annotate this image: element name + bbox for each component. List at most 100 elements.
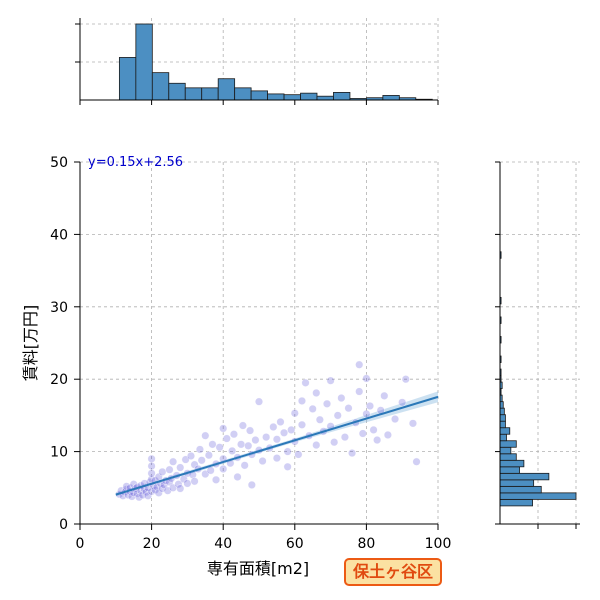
- scatter-point: [383, 430, 392, 439]
- scatter-point: [358, 429, 367, 438]
- scatter-point: [195, 445, 204, 454]
- x-hist-bar: [168, 82, 186, 101]
- scatter-point: [165, 465, 174, 474]
- y-hist-bar: [499, 479, 535, 487]
- scatter-point: [408, 419, 417, 428]
- scatter-point: [391, 415, 400, 424]
- x-axis-label: 専有面積[m2]: [207, 559, 309, 578]
- scatter-point: [294, 450, 303, 459]
- scatter-point: [147, 462, 156, 471]
- scatter-point: [158, 484, 167, 493]
- scatter-point: [186, 451, 195, 460]
- scatter-point: [251, 436, 260, 445]
- x-hist-bar: [333, 92, 351, 101]
- scatter-point: [401, 375, 410, 384]
- scatter-point: [312, 441, 321, 450]
- scatter-point: [197, 456, 206, 465]
- scatter-point: [362, 409, 371, 418]
- scatter-point: [337, 394, 346, 403]
- x-tick-label: 100: [425, 536, 452, 552]
- y-tick-label: 30: [50, 300, 68, 316]
- scatter-point: [183, 479, 192, 488]
- scatter-point: [283, 462, 292, 471]
- scatter-point: [340, 433, 349, 442]
- y-marginal-histogram: [499, 251, 577, 507]
- scatter-point: [297, 420, 306, 429]
- regression-equation: y=0.15x+2.56: [88, 155, 183, 170]
- scatter-point: [348, 449, 357, 458]
- scatter-point: [244, 441, 253, 450]
- scatter-point: [147, 469, 156, 478]
- scatter-point: [326, 376, 335, 385]
- scatter-point: [365, 401, 374, 410]
- scatter-point: [246, 426, 255, 435]
- x-hist-bar: [201, 87, 219, 101]
- fit-line: [115, 395, 439, 496]
- x-tick-label: 40: [214, 536, 232, 552]
- x-hist-bar: [151, 72, 170, 101]
- y-hist-bar: [499, 420, 506, 429]
- scatter-point: [355, 387, 364, 396]
- scatter-point: [206, 466, 215, 475]
- x-hist-bar: [118, 57, 137, 101]
- x-hist-bar: [184, 87, 203, 101]
- y-hist-bar: [499, 498, 533, 507]
- scatter-point: [262, 433, 271, 442]
- x-hist-bar: [135, 23, 153, 101]
- x-hist-bar: [234, 87, 252, 101]
- y-hist-bar: [499, 485, 542, 494]
- scatter-point: [333, 411, 342, 420]
- x-hist-bar: [283, 94, 301, 101]
- scatter-point: [238, 421, 247, 430]
- scatter-point: [412, 457, 421, 466]
- scatter-point: [222, 434, 231, 443]
- scatter-point: [212, 475, 221, 484]
- y-tick-label: 10: [50, 445, 68, 461]
- scatter-point: [160, 480, 169, 489]
- x-hist-bar: [217, 78, 236, 101]
- scatter-point: [169, 457, 178, 466]
- y-hist-bar: [499, 466, 520, 474]
- x-hist-bar: [267, 93, 285, 101]
- scatter-point: [233, 472, 242, 481]
- scatter-point: [258, 457, 267, 466]
- scatter-point: [280, 428, 289, 437]
- scatter-point: [204, 451, 213, 460]
- ward-badge: 保土ヶ谷区: [344, 558, 442, 586]
- scatter-point: [369, 425, 378, 434]
- y-hist-bar: [499, 453, 517, 461]
- y-hist-bar: [499, 407, 505, 416]
- scatter-point: [247, 480, 256, 489]
- y-tick-label: 20: [50, 372, 68, 388]
- x-tick-label: 0: [76, 536, 85, 552]
- scatter-point: [127, 492, 136, 501]
- scatter-point: [276, 417, 285, 426]
- scatter-point: [158, 467, 167, 476]
- y-tick-label: 50: [50, 155, 68, 171]
- y-hist-bar: [499, 492, 577, 500]
- x-tick-label: 20: [143, 536, 161, 552]
- x-tick-label: 60: [286, 536, 304, 552]
- scatter-point: [228, 446, 237, 455]
- scatter-point: [380, 391, 389, 400]
- scatter-point: [219, 424, 228, 433]
- y-hist-bar: [499, 472, 550, 481]
- tick-labels: 0 20 40 60 80 100 0 10 20 30 40 50: [50, 23, 577, 552]
- scatter-point: [330, 438, 339, 447]
- y-hist-bar: [499, 427, 511, 435]
- main-grid: [79, 161, 439, 525]
- scatter-point: [323, 399, 332, 408]
- scatter-point: [398, 398, 407, 407]
- x-hist-bar: [250, 90, 268, 101]
- scatter-point: [355, 360, 364, 369]
- y-tick-label: 0: [59, 517, 68, 533]
- scatter-point: [215, 443, 224, 452]
- y-axis-label: 賃料[万円]: [21, 305, 40, 382]
- y-tick-label: 40: [50, 227, 68, 243]
- scatter-point: [190, 477, 199, 486]
- scatter-point: [297, 396, 306, 405]
- scatter-point: [254, 397, 263, 406]
- scatter-point: [315, 415, 324, 424]
- scatter-point: [272, 454, 281, 463]
